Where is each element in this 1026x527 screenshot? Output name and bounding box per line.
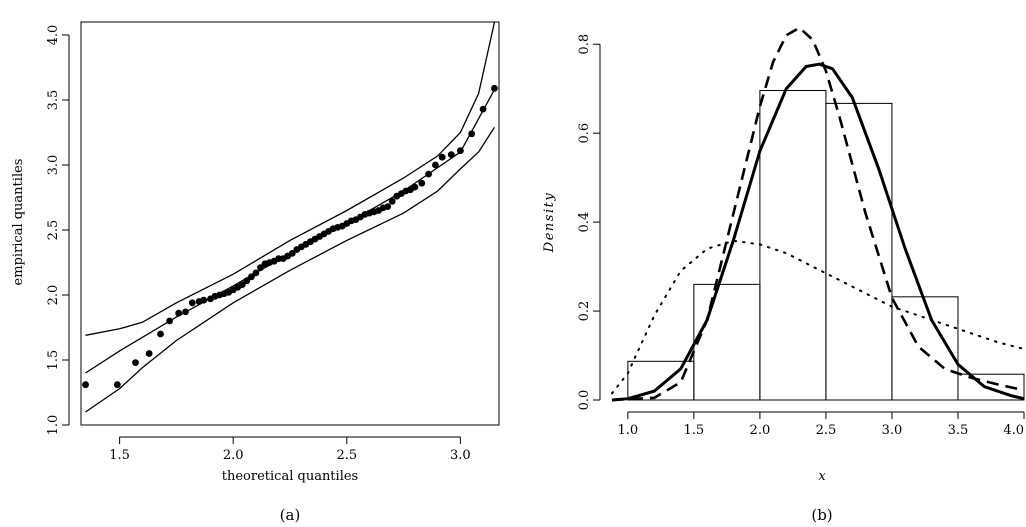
qq-point [113, 381, 121, 389]
qq-point [418, 179, 426, 187]
qq-point [411, 183, 419, 191]
histogram-x-label: x [818, 469, 826, 484]
qq-point [438, 153, 446, 161]
qq-point [247, 273, 255, 281]
qq-plot-panel: 1.5 2.0 2.5 3.0 1.0 1.5 2.0 2.5 3.0 3.5 4.0 theor… [11, 21, 500, 524]
hist-x-tick-label: 3.0 [882, 423, 903, 438]
qq-point [132, 359, 139, 366]
qq-y-tick-label: 2.5 [46, 220, 61, 241]
qq-point [447, 151, 455, 159]
qq-point [166, 317, 173, 325]
qq-plot-x-label: theoretical quantiles [222, 469, 358, 484]
qq-plot-marks [82, 21, 498, 413]
histogram-y-label: Density [542, 192, 557, 253]
density-curve-dashed [611, 26, 1025, 402]
density-curve-dotted [611, 239, 1025, 395]
histogram-caption: (b) [811, 506, 832, 524]
hist-x-tick-label: 1.0 [618, 423, 639, 438]
hist-x-tick-label: 3.5 [948, 423, 969, 438]
qq-point [238, 281, 246, 288]
qq-y-tick-label: 2.0 [46, 285, 61, 306]
qq-y-tick-label: 1.5 [46, 350, 61, 371]
hist-y-tick-label: 0.2 [577, 301, 592, 322]
qq-line-lower-envelope [85, 126, 496, 413]
qq-x-tick-label: 2.5 [336, 448, 357, 463]
hist-x-tick-label: 4.0 [1003, 423, 1024, 438]
qq-point [425, 170, 432, 178]
qq-line-reference [85, 89, 496, 374]
qq-y-tick-label: 3.5 [46, 90, 61, 111]
hist-y-tick-label: 0.8 [577, 34, 592, 55]
hist-x-tick-label: 1.5 [684, 423, 705, 438]
hist-x-tick-label: 2.5 [816, 423, 837, 438]
histogram-panel: 1.0 1.5 2.0 2.5 3.0 3.5 4.0 0.00.20.40.60.8 x … [542, 26, 1025, 524]
hist-y-tick-label: 0.0 [577, 390, 592, 411]
qq-point [157, 330, 164, 338]
qq-point [182, 308, 189, 316]
qq-point [145, 350, 153, 357]
histogram-bar [957, 373, 1025, 401]
qq-plot-y-label: empirical quantiles [11, 159, 26, 286]
qq-point [288, 250, 296, 257]
qq-point [384, 203, 392, 211]
qq-point [243, 277, 251, 285]
qq-line-upper-envelope [85, 21, 496, 336]
qq-y-tick-label: 4.0 [46, 25, 61, 46]
qq-point [82, 381, 89, 389]
histogram-x-axis: 1.0 1.5 2.0 2.5 3.0 3.5 4.0 [618, 411, 1025, 438]
histogram-bar [825, 102, 893, 401]
qq-point [388, 198, 396, 205]
histogram-marks [611, 26, 1025, 402]
histogram-bar [759, 89, 827, 401]
hist-y-tick-label: 0.4 [577, 212, 592, 233]
qq-plot-caption: (a) [280, 506, 301, 524]
qq-point [200, 296, 208, 304]
histogram-bar [693, 283, 761, 401]
qq-point [456, 147, 464, 155]
qq-point [431, 161, 439, 169]
hist-x-tick-label: 2.0 [750, 423, 771, 438]
qq-plot-frame [80, 21, 500, 426]
qq-x-tick-label: 2.0 [223, 448, 244, 463]
qq-point [175, 309, 183, 317]
qq-plot-x-axis: 1.5 2.0 2.5 3.0 [109, 436, 471, 463]
qq-point [188, 299, 196, 307]
qq-y-tick-label: 3.0 [46, 155, 61, 176]
histogram-y-axis: 0.0 0.2 0.4 0.6 0.8 [577, 34, 601, 411]
qq-point [491, 84, 498, 92]
qq-x-tick-label: 3.0 [450, 448, 471, 463]
histogram-bar [891, 296, 959, 401]
qq-y-tick-label: 1.0 [46, 415, 61, 436]
qq-point [479, 105, 487, 113]
qq-point [468, 130, 476, 138]
density-curve-solid [611, 62, 1025, 402]
hist-y-tick-label: 0.6 [577, 123, 592, 144]
qq-point [257, 264, 264, 272]
qq-x-tick-label: 1.5 [109, 448, 130, 463]
qq-point [252, 269, 260, 277]
qq-plot-y-axis: 1.0 1.5 2.0 2.5 3.0 3.5 4.0 [46, 25, 70, 436]
